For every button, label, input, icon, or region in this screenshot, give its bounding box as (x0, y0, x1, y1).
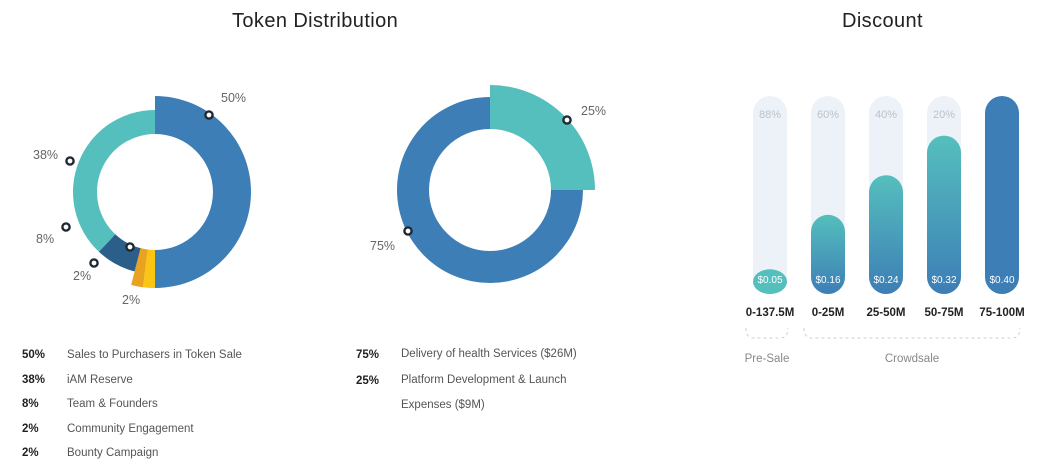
group-bracket (803, 327, 1021, 339)
donut1-label-0: 50% (221, 91, 246, 105)
donut1-slice-2 (131, 248, 148, 288)
discount-bar-0 (753, 269, 787, 294)
discount-percent-label: 40% (875, 109, 897, 121)
bar-price-label: $0.05 (757, 275, 782, 286)
legend-row: 8% Team & Founders (22, 391, 242, 416)
bar-category-label: 0-25M (812, 307, 845, 319)
legend-percent: 2% (22, 422, 39, 435)
donut2-slice-1 (397, 97, 583, 283)
legend-row: 38% iAM Reserve (22, 367, 242, 392)
legend-percent: 38% (22, 373, 46, 386)
discount-bar-1 (811, 214, 845, 294)
group-label: Crowdsale (885, 353, 939, 365)
group-label: Pre-Sale (745, 353, 790, 365)
donut1-label-4: 38% (33, 148, 58, 162)
legend-row: 25% Platform Development & Launch Expense… (356, 368, 601, 418)
donut1-slice-3 (98, 234, 141, 272)
legend-percent: 25% (356, 375, 380, 387)
legend-percent: 2% (22, 447, 39, 460)
donut1-label-3: 8% (36, 232, 54, 246)
bar-category-label: 25-50M (867, 307, 906, 319)
donut1-label-2: 2% (73, 269, 91, 283)
donut1-marker-4 (65, 156, 75, 166)
legend-description: Community Engagement (67, 422, 194, 435)
legend-description: Team & Founders (67, 398, 158, 411)
discount-bar-2 (869, 175, 903, 294)
legend-description: Sales to Purchasers in Token Sale (67, 349, 242, 361)
donut1-slice-0 (155, 96, 251, 288)
donut1-marker-3 (61, 222, 71, 232)
donut2-slice-0 (490, 85, 595, 190)
bar-category-label: 50-75M (925, 307, 964, 319)
legend-description: iAM Reserve (67, 373, 133, 386)
token-distribution-title: Token Distribution (232, 10, 399, 32)
funds-allocation-legend: 75% Delivery of health Services ($26M) 25… (356, 342, 601, 418)
bar-price-label: $0.32 (931, 275, 956, 286)
legend-percent: 75% (356, 349, 380, 361)
donut2-label-0: 25% (581, 104, 606, 118)
legend-percent: 8% (22, 398, 39, 411)
donut1-marker-0 (204, 110, 214, 120)
bar-price-label: $0.40 (989, 275, 1014, 286)
donut2-marker-0 (562, 115, 572, 125)
discount-percent-label: 20% (933, 109, 955, 121)
bar-price-label: $0.16 (815, 275, 840, 286)
legend-row: 2% Community Engagement (22, 416, 242, 441)
donut1-label-1: 2% (122, 293, 140, 307)
discount-bar-track (753, 96, 787, 294)
legend-description: Bounty Campaign (67, 447, 159, 460)
legend-description: Delivery of health Services ($26M) (401, 348, 577, 360)
discount-bar-3 (927, 135, 961, 294)
donut1-slice-1 (142, 249, 155, 288)
donut1-marker-2 (89, 258, 99, 268)
bar-category-label: 75-100M (979, 307, 1024, 319)
legend-row: 2% Bounty Campaign (22, 440, 242, 465)
discount-title: Discount (842, 10, 924, 32)
bar-price-label: $0.24 (873, 275, 898, 286)
token-distribution-legend: 50% Sales to Purchasers in Token Sale 38%… (22, 342, 242, 465)
discount-percent-label: 88% (759, 109, 781, 121)
legend-row: 75% Delivery of health Services ($26M) (356, 342, 601, 368)
legend-row: 50% Sales to Purchasers in Token Sale (22, 342, 242, 367)
group-bracket (745, 327, 789, 339)
legend-description: Platform Development & Launch Expenses (… (401, 374, 567, 411)
discount-bar-4 (985, 96, 1019, 294)
bar-category-label: 0-137.5M (746, 307, 795, 319)
legend-percent: 50% (22, 349, 46, 361)
donut2-label-1: 75% (370, 239, 395, 253)
donut1-marker-1 (125, 242, 135, 252)
discount-percent-label: 60% (817, 109, 839, 121)
donut2-marker-1 (403, 226, 413, 236)
donut1-slice-4 (73, 110, 155, 252)
